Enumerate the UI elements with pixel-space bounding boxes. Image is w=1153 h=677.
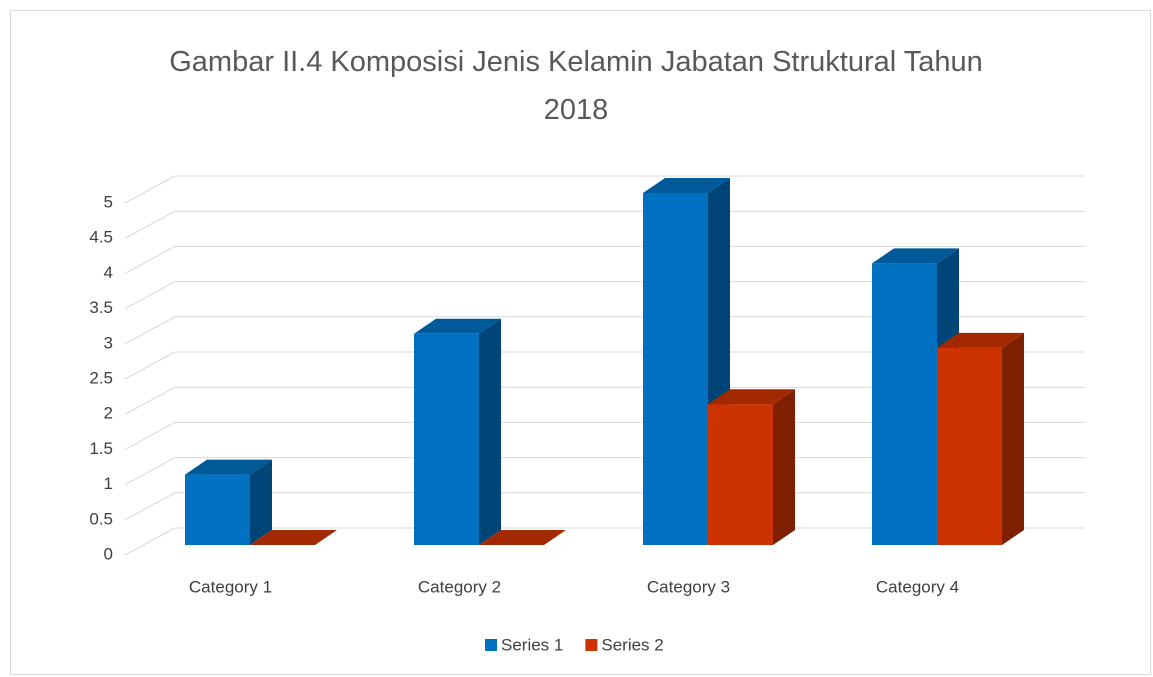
x-tick-label: Category 1 [189, 577, 272, 596]
y-tick-label: 5 [104, 192, 113, 211]
bar-front [643, 193, 708, 545]
y-tick-label: 3 [104, 333, 113, 352]
grid-line [124, 351, 176, 380]
chart-frame [10, 10, 1151, 675]
bar-front [872, 263, 937, 545]
y-tick-label: 2 [104, 404, 113, 423]
grid-line [124, 245, 176, 274]
bar-top [479, 530, 566, 545]
y-tick-label: 4.5 [89, 228, 113, 247]
bar-front [414, 333, 479, 545]
bar-side [1002, 332, 1024, 545]
y-tick-label: 1 [104, 474, 113, 493]
grid-line [124, 457, 176, 486]
y-tick-label: 0.5 [89, 509, 113, 528]
legend-swatch [585, 639, 598, 651]
x-tick-label: Category 4 [876, 577, 959, 596]
bar-front [185, 474, 250, 545]
bar-top [414, 318, 501, 334]
bar-top [872, 248, 959, 264]
chart-title: Gambar II.4 Komposisi Jenis Kelamin Jaba… [169, 46, 983, 126]
grid-line [124, 175, 176, 204]
bar-side [773, 389, 795, 545]
legend-swatch [485, 639, 497, 651]
y-tick-label: 0 [104, 544, 113, 563]
grid-line [124, 527, 176, 556]
bar-side [479, 318, 501, 545]
grid-line [124, 492, 176, 521]
bar-top [937, 332, 1024, 348]
grid-line [124, 281, 176, 310]
legend-label: Series 1 [501, 635, 563, 654]
grid-line [124, 386, 176, 415]
bar-top [185, 459, 272, 475]
y-tick-label: 2.5 [89, 368, 113, 387]
y-tick-label: 4 [104, 263, 113, 282]
x-tick-label: Category 2 [418, 577, 501, 596]
bar-top [708, 389, 795, 405]
x-tick-label: Category 3 [647, 577, 730, 596]
y-tick-label: 1.5 [89, 439, 113, 458]
bar-top [250, 530, 337, 545]
legend-label: Series 2 [601, 635, 663, 654]
y-tick-label: 3.5 [89, 298, 113, 317]
bar-side [250, 459, 272, 545]
grid-line [124, 210, 176, 239]
grid-line [124, 421, 176, 450]
bar-top [643, 178, 730, 193]
grid-line [124, 316, 176, 345]
bar-front [937, 347, 1002, 545]
bar-front [708, 404, 773, 545]
